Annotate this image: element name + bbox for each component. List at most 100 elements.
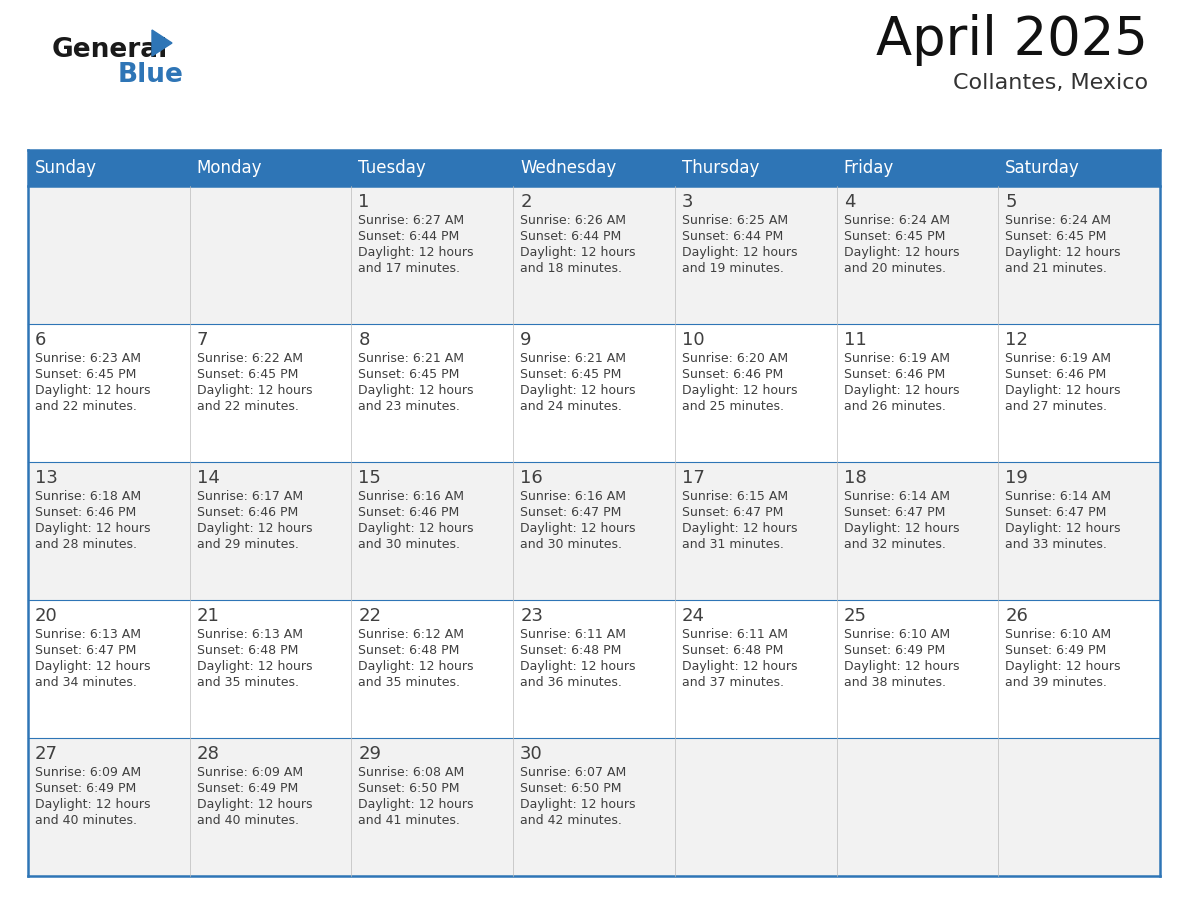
Bar [836,462,998,600]
Text: Sunset: 6:48 PM: Sunset: 6:48 PM [359,644,460,657]
Text: and 38 minutes.: and 38 minutes. [843,676,946,689]
Text: and 40 minutes.: and 40 minutes. [197,814,298,827]
Text: Sunset: 6:45 PM: Sunset: 6:45 PM [1005,230,1107,243]
Text: Sunrise: 6:24 AM: Sunrise: 6:24 AM [843,214,949,227]
Text: 29: 29 [359,745,381,763]
Bar [675,186,836,324]
Text: Sunset: 6:49 PM: Sunset: 6:49 PM [197,782,298,795]
Text: Sunset: 6:45 PM: Sunset: 6:45 PM [197,368,298,381]
Text: 5: 5 [1005,193,1017,211]
Text: Sunset: 6:47 PM: Sunset: 6:47 PM [34,644,137,657]
Text: Sunrise: 6:11 AM: Sunrise: 6:11 AM [520,628,626,641]
Bar [513,324,675,462]
Text: and 23 minutes.: and 23 minutes. [359,400,460,413]
Text: and 30 minutes.: and 30 minutes. [359,538,461,551]
Text: Sunset: 6:46 PM: Sunset: 6:46 PM [34,506,137,519]
Text: Sunset: 6:48 PM: Sunset: 6:48 PM [197,644,298,657]
Text: Sunrise: 6:07 AM: Sunrise: 6:07 AM [520,766,626,779]
Text: Sunset: 6:44 PM: Sunset: 6:44 PM [520,230,621,243]
Text: Tuesday: Tuesday [359,159,426,177]
Text: Daylight: 12 hours: Daylight: 12 hours [682,384,797,397]
Text: 22: 22 [359,607,381,625]
Bar [352,324,513,462]
Text: and 40 minutes.: and 40 minutes. [34,814,137,827]
Text: Daylight: 12 hours: Daylight: 12 hours [34,384,151,397]
Text: Daylight: 12 hours: Daylight: 12 hours [843,384,959,397]
Bar [836,324,998,462]
Text: and 24 minutes.: and 24 minutes. [520,400,623,413]
Text: and 39 minutes.: and 39 minutes. [1005,676,1107,689]
Text: Sunday: Sunday [34,159,97,177]
Text: Sunset: 6:47 PM: Sunset: 6:47 PM [520,506,621,519]
Text: Daylight: 12 hours: Daylight: 12 hours [520,246,636,259]
Text: 11: 11 [843,331,866,349]
Text: Sunrise: 6:12 AM: Sunrise: 6:12 AM [359,628,465,641]
Bar [352,150,513,186]
Text: Sunrise: 6:09 AM: Sunrise: 6:09 AM [197,766,303,779]
Text: and 21 minutes.: and 21 minutes. [1005,262,1107,275]
Text: Sunset: 6:45 PM: Sunset: 6:45 PM [359,368,460,381]
Text: Sunrise: 6:13 AM: Sunrise: 6:13 AM [34,628,141,641]
Text: Daylight: 12 hours: Daylight: 12 hours [682,660,797,673]
Bar [352,600,513,738]
Bar [29,600,190,738]
Text: Sunset: 6:46 PM: Sunset: 6:46 PM [359,506,460,519]
Bar [513,462,675,600]
Text: Daylight: 12 hours: Daylight: 12 hours [1005,522,1120,535]
Text: Monday: Monday [197,159,263,177]
Text: Collantes, Mexico: Collantes, Mexico [953,73,1148,93]
Text: Daylight: 12 hours: Daylight: 12 hours [197,798,312,811]
Text: 18: 18 [843,469,866,487]
Bar [513,186,675,324]
Text: Daylight: 12 hours: Daylight: 12 hours [1005,384,1120,397]
Text: Sunset: 6:50 PM: Sunset: 6:50 PM [359,782,460,795]
Text: and 36 minutes.: and 36 minutes. [520,676,623,689]
Text: Sunrise: 6:08 AM: Sunrise: 6:08 AM [359,766,465,779]
Text: Sunset: 6:45 PM: Sunset: 6:45 PM [520,368,621,381]
Text: Daylight: 12 hours: Daylight: 12 hours [682,246,797,259]
Text: and 20 minutes.: and 20 minutes. [843,262,946,275]
Bar [190,738,352,876]
Text: 28: 28 [197,745,220,763]
Text: 4: 4 [843,193,855,211]
Text: 10: 10 [682,331,704,349]
Text: Daylight: 12 hours: Daylight: 12 hours [843,246,959,259]
Text: Sunset: 6:47 PM: Sunset: 6:47 PM [843,506,944,519]
Bar [29,324,190,462]
Text: Daylight: 12 hours: Daylight: 12 hours [520,522,636,535]
Bar [998,324,1159,462]
Text: Blue: Blue [118,62,184,88]
Text: and 19 minutes.: and 19 minutes. [682,262,784,275]
Text: Daylight: 12 hours: Daylight: 12 hours [197,522,312,535]
Bar [352,462,513,600]
Bar [29,150,190,186]
Text: 1: 1 [359,193,369,211]
Text: Sunset: 6:44 PM: Sunset: 6:44 PM [682,230,783,243]
Polygon shape [152,30,172,56]
Text: Saturday: Saturday [1005,159,1080,177]
Text: Daylight: 12 hours: Daylight: 12 hours [34,798,151,811]
Text: Sunset: 6:45 PM: Sunset: 6:45 PM [34,368,137,381]
Text: Sunrise: 6:09 AM: Sunrise: 6:09 AM [34,766,141,779]
Text: Sunrise: 6:13 AM: Sunrise: 6:13 AM [197,628,303,641]
Text: Sunrise: 6:26 AM: Sunrise: 6:26 AM [520,214,626,227]
Bar [998,600,1159,738]
Bar [190,186,352,324]
Text: Sunset: 6:46 PM: Sunset: 6:46 PM [682,368,783,381]
Text: 19: 19 [1005,469,1028,487]
Bar [29,462,190,600]
Bar [998,186,1159,324]
Text: 14: 14 [197,469,220,487]
Bar [998,150,1159,186]
Bar [836,150,998,186]
Text: Sunset: 6:49 PM: Sunset: 6:49 PM [1005,644,1106,657]
Text: Sunrise: 6:14 AM: Sunrise: 6:14 AM [1005,490,1111,503]
Text: Sunset: 6:44 PM: Sunset: 6:44 PM [359,230,460,243]
Text: Sunset: 6:48 PM: Sunset: 6:48 PM [520,644,621,657]
Bar [998,462,1159,600]
Text: Daylight: 12 hours: Daylight: 12 hours [197,384,312,397]
Text: Sunrise: 6:25 AM: Sunrise: 6:25 AM [682,214,788,227]
Text: Sunset: 6:49 PM: Sunset: 6:49 PM [843,644,944,657]
Text: 15: 15 [359,469,381,487]
Text: Sunset: 6:48 PM: Sunset: 6:48 PM [682,644,783,657]
